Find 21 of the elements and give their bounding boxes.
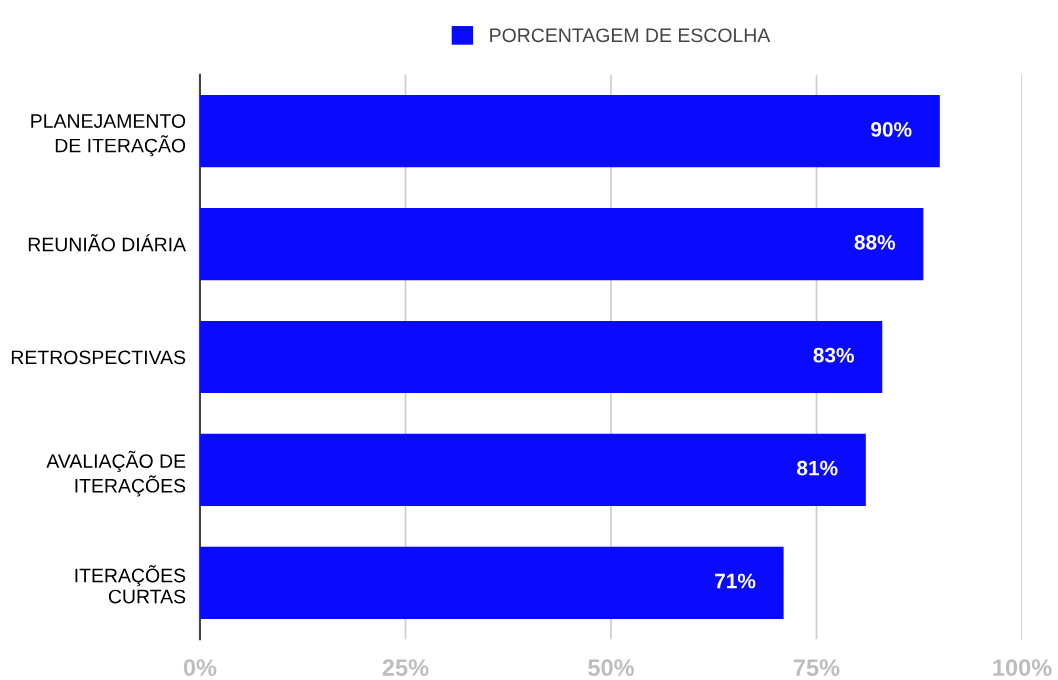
y-tick-label: PLANEJAMENTO DE ITERAÇÃO: [31, 114, 186, 157]
x-tick-label: 75%: [793, 659, 840, 676]
x-tick-label: 25%: [382, 659, 429, 676]
x-tick-label: 0%: [183, 659, 217, 676]
y-tick-label: REUNIÃO DIÁRIA: [28, 234, 187, 252]
bar: [199, 95, 940, 168]
bar: [199, 433, 866, 506]
y-tick-label: AVALIAÇÃO DE ITERAÇÕES: [46, 450, 186, 497]
data-label: 71%: [715, 573, 756, 589]
bar: [199, 546, 784, 619]
legend-label: PORCENTAGEM DE ESCOLHA: [490, 28, 771, 43]
data-label: 83%: [813, 347, 854, 363]
data-label: 81%: [797, 460, 838, 476]
x-tick-label: 50%: [588, 659, 634, 676]
y-tick-label: ITERAÇÕES CURTAS: [75, 565, 186, 604]
data-label: 90%: [871, 122, 912, 137]
y-tick-label: RETROSPECTIVAS: [11, 350, 186, 365]
x-tick-label: 100%: [993, 659, 1052, 676]
bar: [199, 320, 883, 394]
data-label: 88%: [854, 234, 896, 250]
bar: [199, 208, 924, 281]
